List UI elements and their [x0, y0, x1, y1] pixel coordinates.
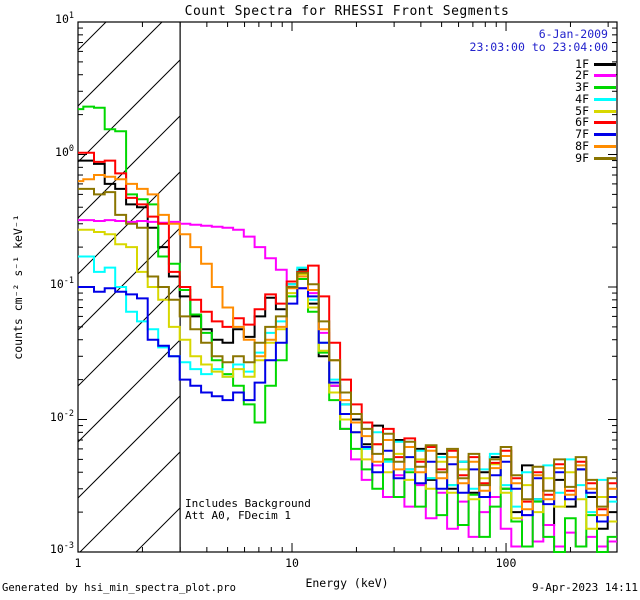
legend-swatch-1F — [594, 62, 616, 66]
legend-swatch-7F — [594, 133, 616, 136]
y-tick-label: 10-3 — [49, 541, 74, 556]
legend-item-7F: 7F — [575, 127, 616, 141]
attenuator-note: Att A0, FDecim 1 — [185, 509, 291, 522]
x-axis-label: Energy (keV) — [305, 576, 389, 590]
x-tick-label: 1 — [74, 556, 82, 570]
legend-label-7F: 7F — [575, 127, 589, 141]
legend-item-6F: 6F — [575, 117, 616, 128]
legend-item-1F: 1F — [575, 56, 616, 71]
legend-label-8F: 8F — [575, 138, 589, 153]
legend-swatch-3F — [594, 86, 616, 89]
obs-time-range: 23:03:00 to 23:04:00 — [469, 40, 608, 54]
obs-date: 6-Jan-2009 — [538, 27, 608, 41]
plot-title: Count Spectra for RHESSI Front Segments — [184, 4, 510, 19]
x-tick-label: 100 — [495, 556, 517, 570]
y-tick-label: 101 — [55, 11, 74, 26]
series-line-3F — [78, 105, 617, 553]
y-tick-label: 100 — [55, 143, 74, 159]
legend-label-6F: 6F — [575, 115, 589, 130]
legend-swatch-2F — [594, 74, 616, 78]
legend-label-3F: 3F — [575, 80, 589, 94]
series-line-8F — [78, 174, 617, 517]
legend-item-5F: 5F — [575, 103, 616, 118]
background-note: Includes Background — [185, 497, 311, 510]
legend-swatch-6F — [594, 121, 616, 125]
legend-swatch-9F — [594, 156, 616, 160]
legend-label-1F: 1F — [575, 56, 589, 71]
legend-item-4F: 4F — [575, 91, 616, 106]
legend-label-2F: 2F — [575, 68, 589, 83]
legend-swatch-4F — [594, 97, 616, 101]
x-tick-label: 10 — [285, 556, 299, 570]
y-tick-label: 10-1 — [49, 276, 74, 291]
generator-credit: Generated by hsi_min_spectra_plot.pro — [2, 582, 236, 594]
legend-item-8F: 8F — [575, 138, 616, 153]
legend-label-9F: 9F — [575, 150, 589, 165]
y-axis-label: counts cm⁻² s⁻¹ keV⁻¹ — [11, 214, 25, 360]
render-timestamp: 9-Apr-2023 14:11 — [532, 581, 638, 594]
legend-item-2F: 2F — [575, 70, 616, 81]
series-line-9F — [78, 187, 617, 508]
series-line-2F — [78, 219, 617, 548]
legend-swatch-5F — [594, 109, 616, 113]
legend-item-3F: 3F — [575, 80, 616, 94]
legend-item-9F: 9F — [575, 150, 616, 165]
legend-swatch-8F — [594, 144, 616, 148]
legend-label-4F: 4F — [575, 91, 589, 106]
y-tick-label: 10-2 — [49, 408, 74, 424]
legend-label-5F: 5F — [575, 103, 589, 118]
series-line-6F — [78, 151, 617, 511]
